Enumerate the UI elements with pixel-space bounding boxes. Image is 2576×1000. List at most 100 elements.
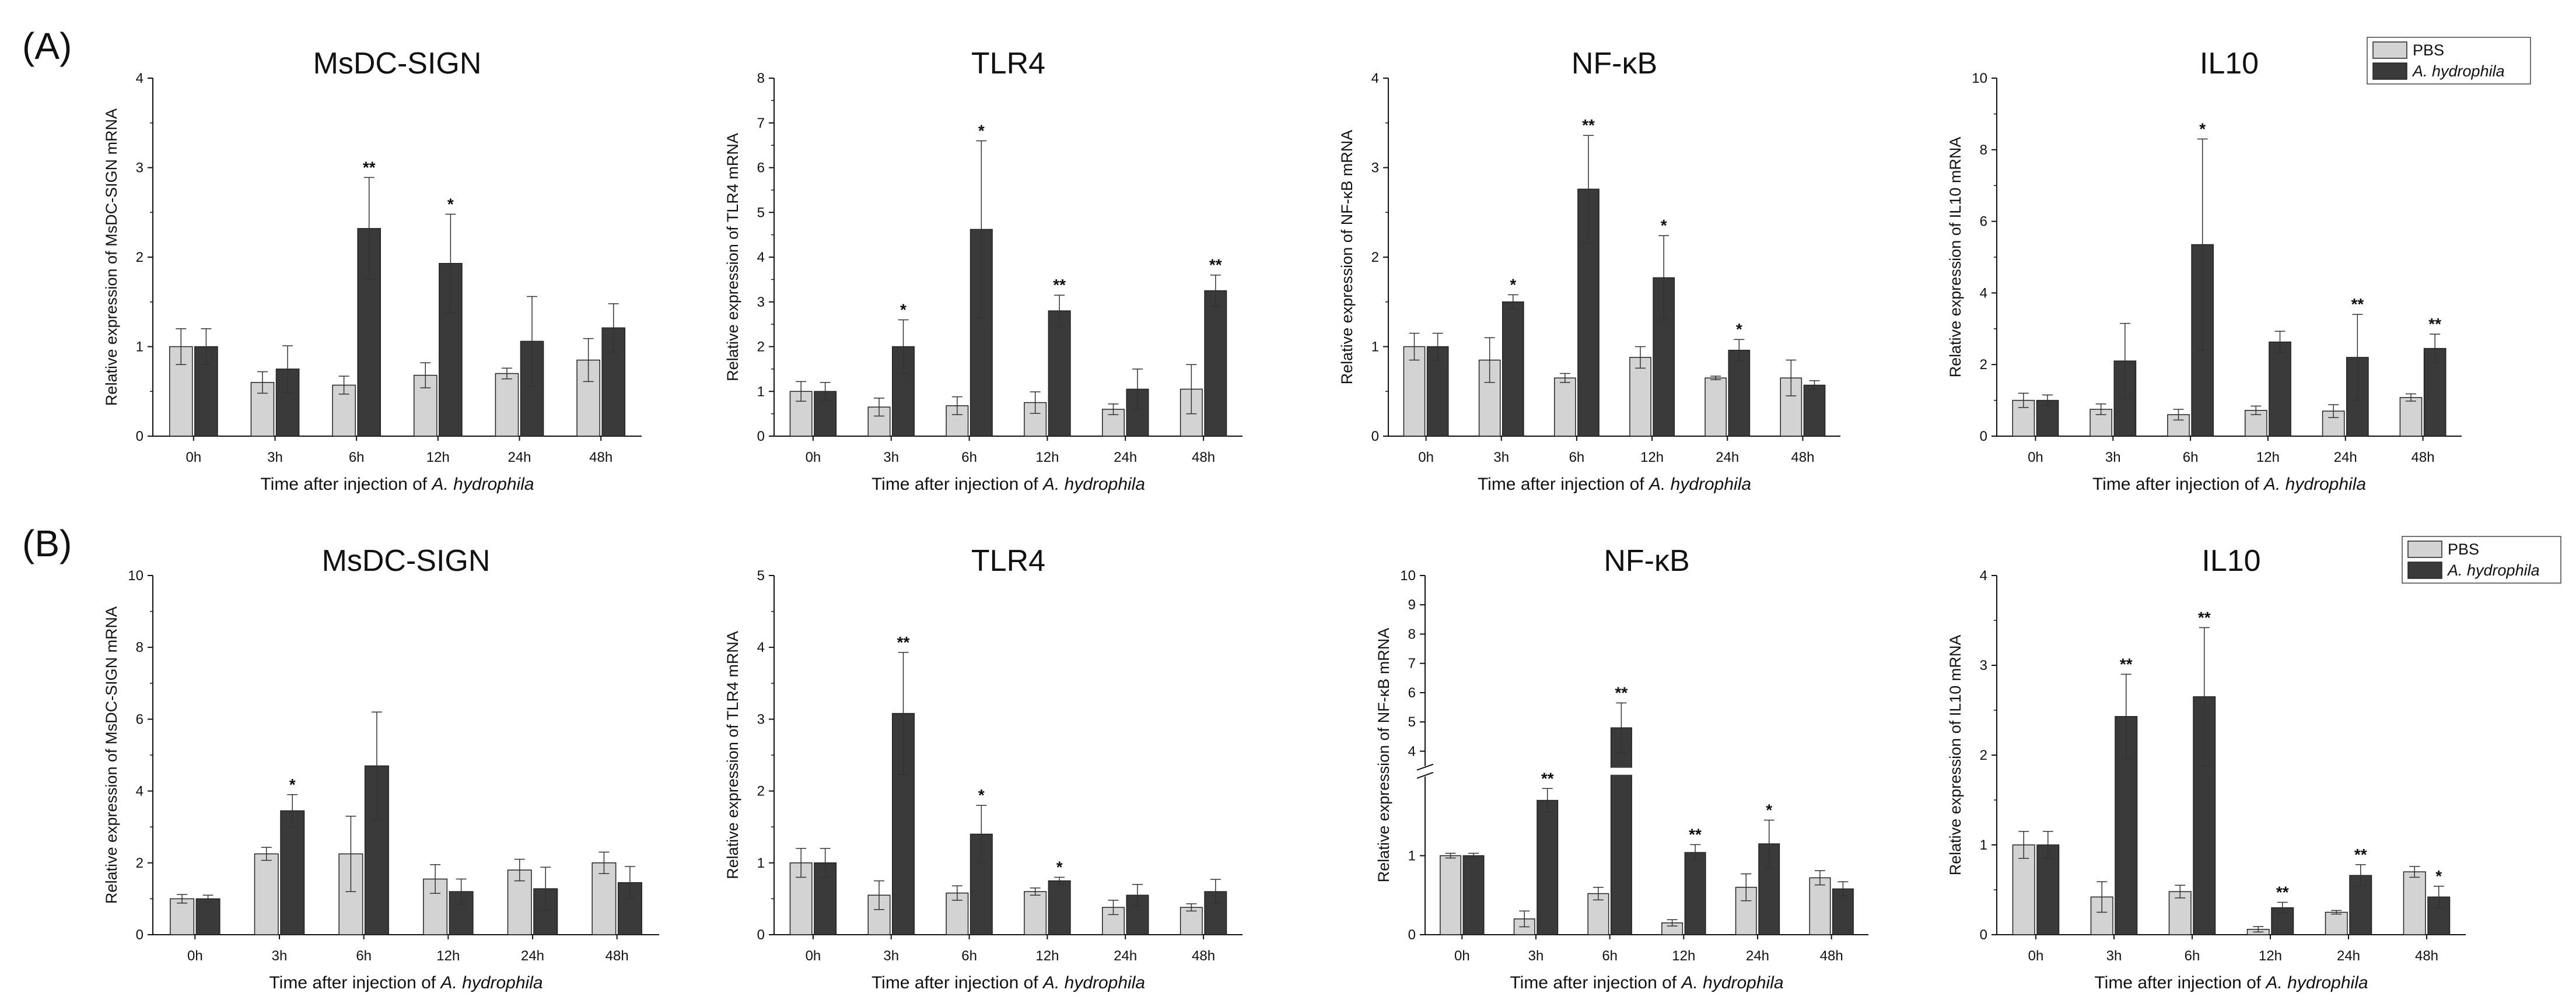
bar-pbs (1629, 357, 1651, 437)
bar-a-hydrophila (1728, 349, 1751, 437)
x-axis-label-species: A. hydrophila (2263, 475, 2366, 494)
chart-title: MsDC-SIGN (313, 47, 482, 80)
chart-title: IL10 (2202, 544, 2260, 578)
bar-pbs (2012, 844, 2035, 935)
y-tick-label: 1 (757, 855, 765, 871)
x-axis-label: Time after injection of A. hydrophila (872, 973, 1145, 992)
x-tick-label: 6h (1602, 948, 1618, 964)
y-axis-label: Relative expression of IL10 mRNA (1947, 137, 1964, 378)
y-tick-label: 10 (1400, 568, 1416, 584)
x-tick-label: 48h (2412, 450, 2435, 465)
x-tick-label: 48h (1192, 948, 1215, 964)
x-tick-label: 12h (2256, 450, 2280, 465)
bar-a-hydrophila (1048, 880, 1071, 935)
significance-label: ** (2351, 295, 2364, 313)
x-axis-label-species: A. hydrophila (430, 475, 534, 494)
bar-a-hydrophila (1462, 855, 1485, 935)
x-tick-label: 3h (883, 450, 899, 465)
x-axis-label: Time after injection of A. hydrophila (260, 475, 534, 494)
legend-label: A. hydrophila (2412, 62, 2505, 80)
significance-label: * (447, 195, 454, 213)
bar-pbs (2325, 911, 2348, 935)
x-axis-label-prefix: Time after injection of (872, 973, 1043, 992)
legend-b: PBS A. hydrophila (2402, 536, 2561, 584)
y-tick-label: 4 (1371, 71, 1379, 86)
x-tick-label: 24h (1716, 450, 1739, 465)
x-axis-label-species: A. hydrophila (2264, 973, 2368, 992)
bar-pbs (946, 405, 969, 437)
x-axis-label: Time after injection of A. hydrophila (872, 475, 1145, 494)
x-tick-label: 6h (356, 948, 372, 964)
x-tick-label: 0h (1454, 948, 1470, 964)
bar-a-hydrophila (2036, 844, 2060, 935)
x-tick-label: 3h (1528, 948, 1544, 964)
chart-a-msdc-sign: 0 1 2 3 4 0h 3h 6h ** 12h * 24h 48h MsDC-SIGN Relative… (103, 47, 642, 494)
significance-label: ** (2120, 655, 2133, 673)
bar-pbs (495, 373, 519, 437)
x-tick-label: 24h (2334, 450, 2357, 465)
x-tick-label: 24h (2337, 948, 2360, 964)
y-tick-label: 4 (136, 71, 144, 86)
chart-title: TLR4 (971, 544, 1045, 578)
y-tick-label: 0 (1980, 927, 1987, 943)
significance-label: * (1510, 275, 1516, 293)
y-axis-label: Relative expression of TLR4 mRNA (724, 133, 741, 381)
x-axis-label-prefix: Time after injection of (269, 973, 440, 992)
y-tick-label: 0 (1371, 429, 1379, 444)
y-axis-label: Relative expression of TLR4 mRNA (724, 631, 741, 879)
chart-title: NF-κB (1572, 47, 1657, 80)
bar-pbs (2168, 891, 2192, 935)
x-tick-label: 0h (2028, 948, 2044, 964)
chart-b-nf-b: 0 1 4 5 6 7 8 9 10 0h 3h ** 6h ** 12h ** 24h * 48h NF-κB Rel… (1375, 544, 1868, 992)
y-tick-label: 0 (757, 927, 765, 943)
x-tick-label: 12h (1640, 450, 1664, 465)
x-tick-label: 48h (1820, 948, 1843, 964)
x-axis-label-species: A. hydrophila (1042, 973, 1145, 992)
legend-swatch (2372, 62, 2407, 80)
significance-label: * (1736, 320, 1742, 338)
x-tick-label: 0h (186, 450, 201, 465)
significance-label: * (1056, 858, 1063, 876)
significance-label: ** (2276, 883, 2289, 901)
x-tick-label: 24h (1746, 948, 1769, 964)
x-tick-label: 24h (1114, 948, 1137, 964)
y-tick-label: 4 (1980, 285, 1987, 301)
x-tick-label: 12h (426, 450, 450, 465)
significance-label: ** (897, 633, 910, 651)
bar-break-gap (1610, 767, 1633, 775)
x-tick-label: 0h (2028, 450, 2043, 465)
x-axis-label: Time after injection of A. hydrophila (2092, 475, 2366, 494)
x-tick-label: 0h (1418, 450, 1434, 465)
bar-a-hydrophila (2269, 341, 2291, 437)
legend-label: PBS (2413, 41, 2444, 59)
legend-swatch (2407, 541, 2442, 558)
y-tick-label: 0 (757, 429, 765, 444)
y-tick-label: 2 (757, 784, 765, 799)
x-tick-label: 6h (961, 948, 977, 964)
chart-a-tlr4: 0 1 2 3 4 5 6 7 8 0h 3h * 6h * 12h ** 24h 48h ** TLR4 Relati… (724, 47, 1242, 494)
bar-pbs (1554, 377, 1576, 437)
x-tick-label: 48h (589, 450, 612, 465)
x-tick-label: 48h (1192, 450, 1215, 465)
significance-label: ** (1209, 256, 1222, 274)
y-tick-label: 0 (1408, 927, 1416, 943)
significance-label: ** (363, 158, 376, 176)
chart-a-nf-b: 0 1 2 3 4 0h 3h * 6h ** 12h * 24h * 48h NF-κB Relative e… (1338, 47, 1840, 494)
bar-pbs (1024, 891, 1047, 935)
bar-a-hydrophila (195, 898, 220, 935)
chart-title: TLR4 (971, 47, 1045, 80)
bar-pbs (1440, 855, 1462, 935)
y-tick-label: 5 (1408, 714, 1416, 730)
bar-a-hydrophila (1803, 384, 1826, 437)
y-tick-label: 6 (1980, 214, 1987, 230)
y-tick-label: 8 (1408, 626, 1416, 642)
chart-title: MsDC-SIGN (322, 544, 491, 578)
panel-label-a: (A) (22, 25, 72, 67)
y-tick-label: 2 (1980, 357, 1987, 373)
legend-a: PBS A. hydrophila (2367, 37, 2531, 85)
x-tick-label: 0h (806, 948, 821, 964)
x-tick-label: 3h (1493, 450, 1509, 465)
bar-a-hydrophila (357, 228, 382, 437)
chart-title: NF-κB (1604, 544, 1689, 578)
